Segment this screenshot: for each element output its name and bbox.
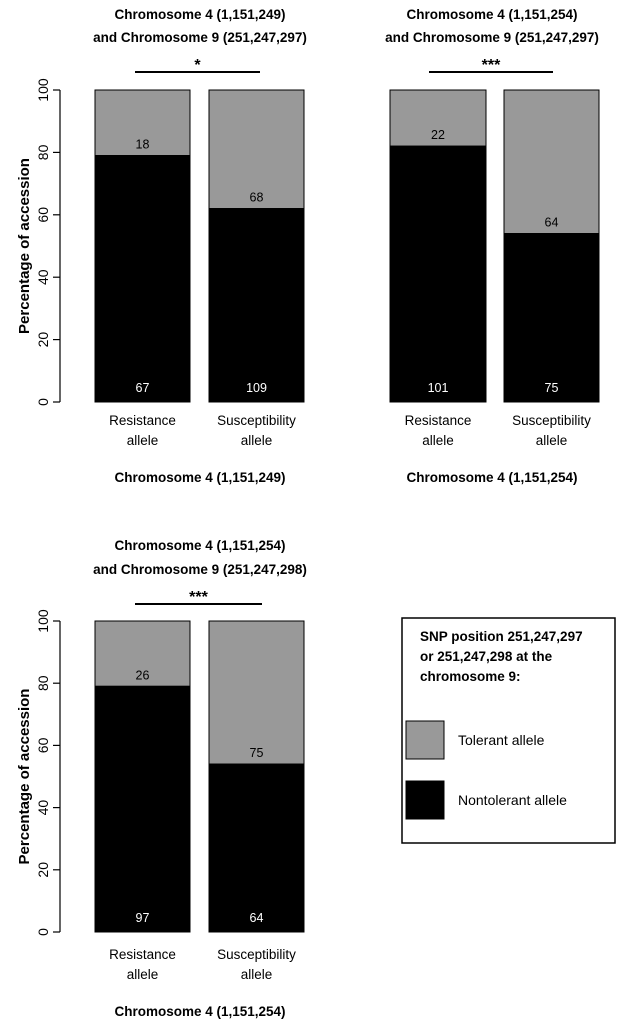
y-axis-title: Percentage of accession (16, 689, 33, 865)
data-label-nontolerant: 109 (246, 381, 267, 395)
data-label-tolerant: 18 (136, 138, 150, 152)
x-category-label: allele (241, 433, 273, 448)
y-tick-label: 100 (35, 609, 51, 633)
bar-tolerant-resistance (94, 89, 191, 157)
bar-nontolerant-susceptibility (208, 763, 305, 933)
y-tick-label: 80 (35, 144, 51, 160)
y-axis-title: Percentage of accession (16, 158, 33, 334)
data-label-nontolerant: 97 (136, 911, 150, 925)
data-label-tolerant: 22 (431, 128, 445, 142)
bar-nontolerant-susceptibility (208, 208, 305, 403)
bar-tolerant-susceptibility (503, 89, 600, 235)
x-axis-title: Chromosome 4 (1,151,254) (114, 1004, 285, 1019)
bar-nontolerant-resistance (389, 145, 487, 403)
legend-swatch-tolerant (405, 720, 445, 760)
chart-title-line: Chromosome 4 (1,151,249) (114, 7, 285, 22)
x-category-label: allele (127, 433, 159, 448)
x-category-label: Resistance (109, 413, 176, 428)
significance-marker: * (194, 57, 201, 74)
bar-nontolerant-resistance (94, 155, 191, 403)
bar-tolerant-susceptibility (208, 89, 305, 210)
chart-panel-3: Chromosome 4 (1,151,254) and Chromosome 9… (16, 538, 307, 1019)
x-axis-title: Chromosome 4 (1,151,254) (406, 470, 577, 485)
data-label-tolerant: 75 (250, 746, 264, 760)
chart-title-line: Chromosome 4 (1,151,254) (114, 538, 285, 553)
data-label-nontolerant: 64 (250, 911, 264, 925)
bar-nontolerant-resistance (94, 685, 191, 933)
data-label-tolerant: 64 (545, 216, 559, 230)
x-category-label: Resistance (405, 413, 472, 428)
y-tick-label: 60 (35, 737, 51, 753)
data-label-nontolerant: 75 (545, 381, 559, 395)
legend-label-nontolerant: Nontolerant allele (458, 792, 567, 808)
x-category-label: allele (241, 967, 273, 982)
x-category-label: allele (127, 967, 159, 982)
x-category-label: Susceptibility (217, 413, 296, 428)
y-tick-label: 40 (35, 269, 51, 285)
legend-title-line: or 251,247,298 at the (420, 649, 553, 664)
significance-marker: *** (482, 57, 501, 74)
y-tick-label: 80 (35, 675, 51, 691)
x-category-label: Resistance (109, 947, 176, 962)
x-axis-title: Chromosome 4 (1,151,249) (114, 470, 285, 485)
x-category-label: Susceptibility (217, 947, 296, 962)
chart-title-line: Chromosome 4 (1,151,254) (406, 7, 577, 22)
x-category-label: Susceptibility (512, 413, 591, 428)
x-category-label: allele (422, 433, 454, 448)
legend: SNP position 251,247,297 or 251,247,298 a… (401, 617, 616, 844)
y-tick-label: 0 (35, 928, 51, 936)
data-label-nontolerant: 101 (428, 381, 449, 395)
legend-swatch-nontolerant (405, 780, 445, 820)
data-label-tolerant: 26 (136, 668, 150, 682)
data-label-tolerant: 68 (250, 191, 264, 205)
significance-marker: *** (189, 589, 208, 606)
bar-tolerant-resistance (94, 620, 191, 687)
chart-title-line: and Chromosome 9 (251,247,298) (93, 562, 307, 577)
bar-tolerant-susceptibility (208, 620, 305, 765)
chart-title-line: and Chromosome 9 (251,247,297) (93, 30, 307, 45)
y-tick-label: 60 (35, 207, 51, 223)
data-label-nontolerant: 67 (136, 381, 150, 395)
y-tick-label: 0 (35, 398, 51, 406)
chart-title-line: and Chromosome 9 (251,247,297) (385, 30, 599, 45)
y-tick-label: 20 (35, 332, 51, 348)
x-category-label: allele (536, 433, 568, 448)
chart-panel-2: Chromosome 4 (1,151,254) and Chromosome 9… (385, 7, 600, 485)
bar-nontolerant-susceptibility (503, 233, 600, 403)
y-tick-label: 40 (35, 800, 51, 816)
y-tick-label: 100 (35, 78, 51, 102)
legend-title-line: SNP position 251,247,297 (420, 629, 583, 644)
chart-panel-1: Chromosome 4 (1,151,249) and Chromosome 9… (16, 7, 307, 485)
legend-title-line: chromosome 9: (420, 669, 521, 684)
y-tick-label: 20 (35, 862, 51, 878)
legend-label-tolerant: Tolerant allele (458, 732, 545, 748)
